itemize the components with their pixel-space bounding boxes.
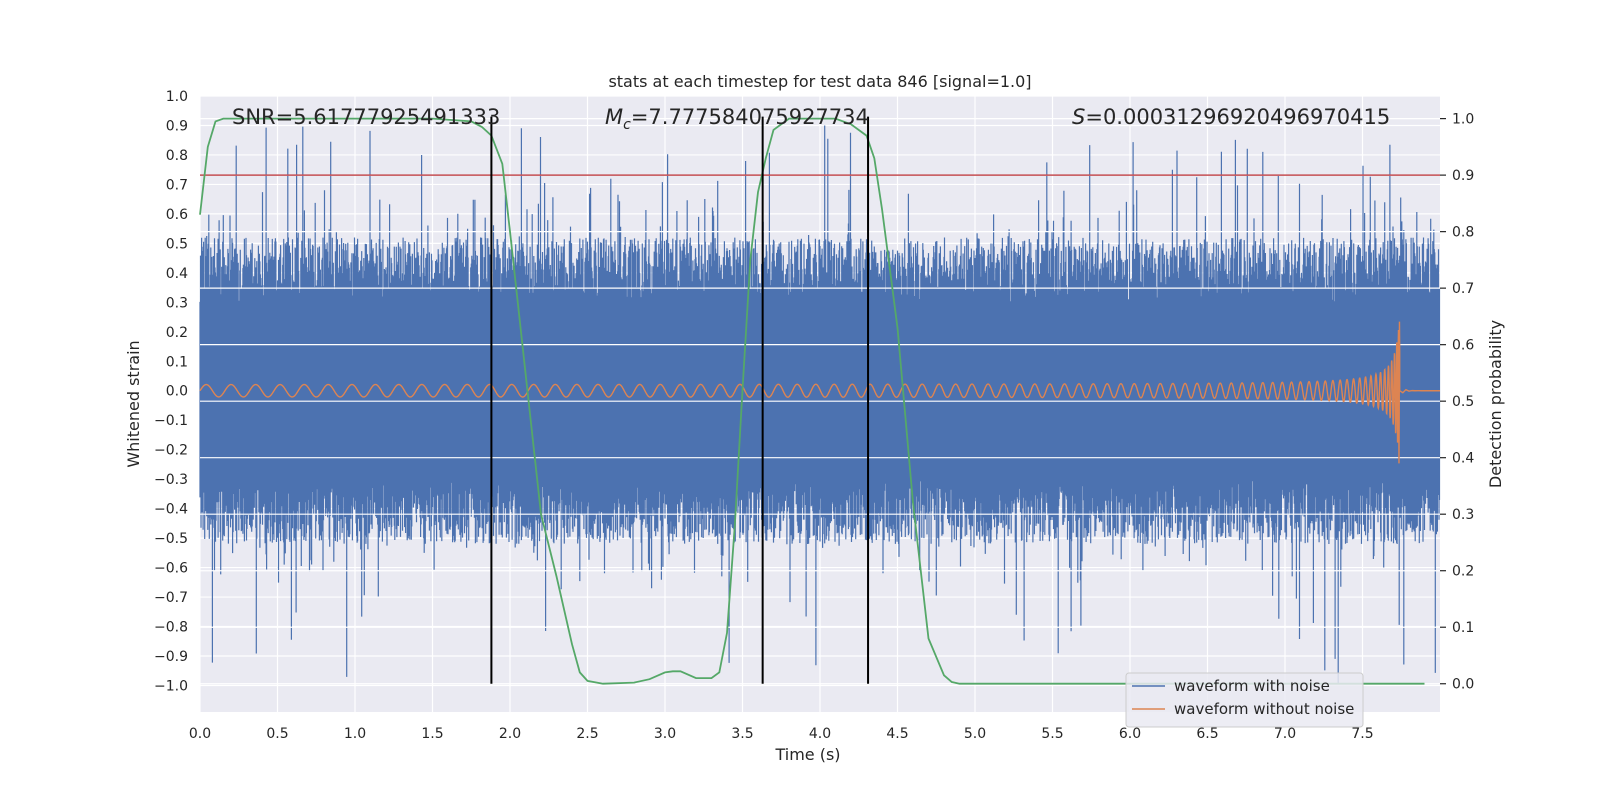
y-tick-label: 0.8 — [166, 148, 188, 164]
x-tick-label: 2.5 — [576, 726, 598, 742]
y-tick-label: −0.2 — [154, 443, 188, 459]
y-tick-label: 0.6 — [166, 207, 188, 223]
x-tick-label: 1.0 — [344, 726, 366, 742]
y-tick-label: 0.0 — [166, 384, 188, 400]
x-tick-label: 6.0 — [1119, 726, 1141, 742]
y2-tick-label: 0.9 — [1452, 168, 1474, 184]
y2-tick-label: 0.4 — [1452, 451, 1474, 467]
y2-tick-label: 0.5 — [1452, 394, 1474, 410]
chart-title: stats at each timestep for test data 846… — [608, 72, 1031, 91]
x-tick-label: 7.0 — [1274, 726, 1296, 742]
legend: waveform with noise waveform without noi… — [1125, 672, 1364, 728]
y-tick-label: −0.5 — [154, 531, 188, 547]
y-tick-label: 0.1 — [166, 354, 188, 370]
clean-trace — [199, 321, 1440, 464]
x-tick-label: 4.0 — [809, 726, 831, 742]
y2-tick-label: 0.6 — [1452, 338, 1474, 354]
s-annotation: S=0.00031296920496970415 — [1072, 105, 1390, 129]
y-tick-label: −0.1 — [154, 413, 188, 429]
x-tick-label: 0.0 — [189, 726, 211, 742]
y2-tick-label: 0.7 — [1452, 281, 1474, 297]
y2-tick-label: 0.3 — [1452, 507, 1474, 523]
vertical-markers — [490, 116, 870, 684]
x-tick-label: 0.5 — [266, 726, 288, 742]
y2-tick-label: 0.1 — [1452, 620, 1474, 636]
y2-tick-labels: 1.0 0.9 0.8 0.7 0.6 0.5 0.4 0.3 0.2 0.1 0.0 — [1440, 112, 1474, 693]
y-tick-label: 0.5 — [166, 236, 188, 252]
chirp-mass-symbol: M — [605, 105, 623, 129]
chirp-mass-subscript: c — [623, 117, 631, 133]
x-tick-label: 1.5 — [421, 726, 443, 742]
probability-curve — [199, 117, 1425, 685]
y-tick-label: −0.8 — [154, 620, 188, 636]
y-tick-label: −0.4 — [154, 502, 188, 518]
y-tick-label: 0.9 — [166, 118, 188, 134]
legend-label-noise: waveform with noise — [1174, 677, 1330, 695]
x-tick-label: 4.5 — [886, 726, 908, 742]
y-tick-label: −0.3 — [154, 472, 188, 488]
x-tick-label: 5.0 — [964, 726, 986, 742]
y2-tick-label: 0.2 — [1452, 564, 1474, 580]
y-tick-label: 0.7 — [166, 177, 188, 193]
chirp-mass-value: =7.777584075927734 — [631, 105, 869, 129]
y-tick-label: 1.0 — [166, 89, 188, 105]
x-tick-label: 3.0 — [654, 726, 676, 742]
x-tick-label: 3.5 — [731, 726, 753, 742]
y-tick-label: −1.0 — [154, 678, 188, 694]
series-waveform-without-noise — [199, 321, 1440, 464]
x-tick-label: 6.5 — [1196, 726, 1218, 742]
y-axis-label: Whitened strain — [124, 340, 143, 467]
legend-label-clean: waveform without noise — [1174, 700, 1354, 718]
x-tick-label: 2.0 — [499, 726, 521, 742]
y2-tick-label: 1.0 — [1452, 112, 1474, 128]
y-tick-label: −0.9 — [154, 649, 188, 665]
y-tick-label: 0.2 — [166, 325, 188, 341]
y-tick-labels: 1.0 0.9 0.8 0.7 0.6 0.5 0.4 0.3 0.2 0.1 0.0 −0.1 −0.… — [154, 89, 188, 694]
x-tick-label: 5.5 — [1041, 726, 1063, 742]
x-axis-label: Time (s) — [774, 745, 840, 764]
x-tick-label: 7.5 — [1351, 726, 1373, 742]
y-tick-label: 0.4 — [166, 266, 188, 282]
y-tick-label: −0.7 — [154, 590, 188, 606]
chirp-mass-annotation: Mc=7.777584075927734 — [605, 105, 869, 133]
y2-axis-label: Detection probability — [1486, 320, 1505, 488]
s-symbol: S — [1072, 105, 1085, 129]
y2-tick-label: 0.8 — [1452, 225, 1474, 241]
x-tick-labels: 0.0 0.5 1.0 1.5 2.0 2.5 3.0 3.5 4.0 4.5 5.0 5.5 6.0 6… — [189, 726, 1374, 742]
y2-tick-label: 0.0 — [1452, 677, 1474, 693]
s-value: =0.00031296920496970415 — [1085, 105, 1390, 129]
snr-annotation: SNR=5.61777925491333 — [232, 105, 500, 129]
series-detection-probability — [199, 117, 1425, 685]
y-tick-label: 0.3 — [166, 295, 188, 311]
legend-box — [1125, 672, 1364, 728]
y-tick-label: −0.6 — [154, 561, 188, 577]
